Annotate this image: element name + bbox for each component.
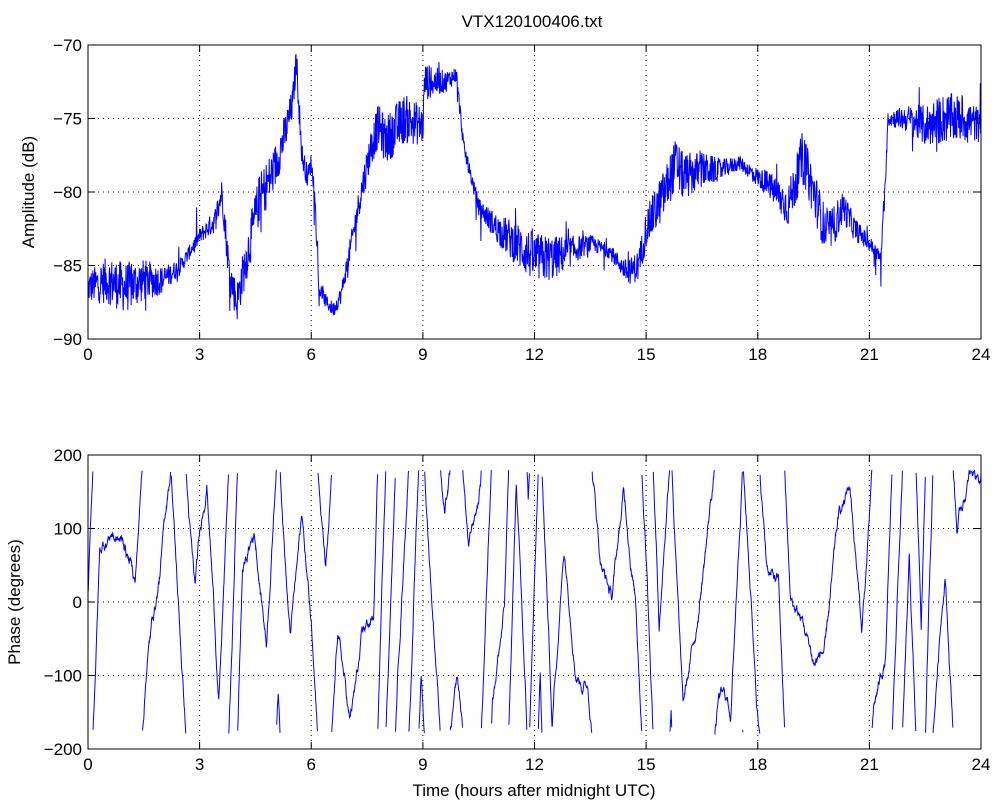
phase-x-tick-label: 9 xyxy=(418,755,427,774)
amplitude-y-tick-label: −80 xyxy=(53,183,82,202)
amplitude-y-axis-label: Amplitude (dB) xyxy=(19,136,38,248)
amplitude-x-tick-label: 12 xyxy=(525,345,544,364)
phase-x-tick-label: 3 xyxy=(195,755,204,774)
phase-x-tick-label: 21 xyxy=(860,755,879,774)
amplitude-series xyxy=(87,54,982,320)
amplitude-grid xyxy=(88,45,981,339)
amplitude-x-tick-label: 0 xyxy=(83,345,92,364)
amplitude-y-tick-label: −75 xyxy=(53,110,82,129)
amplitude-x-tick-label: 3 xyxy=(195,345,204,364)
phase-plot-area xyxy=(88,455,981,749)
phase-y-tick-label: 200 xyxy=(54,446,82,465)
phase-x-tick-label: 0 xyxy=(83,755,92,774)
phase-ticks: 0 3 6 9 12 15 18 21 24 −200 −100 0 100 200 xyxy=(44,446,991,774)
phase-y-tick-label: −200 xyxy=(44,740,82,759)
amplitude-series-line xyxy=(87,54,982,320)
amplitude-x-tick-label: 18 xyxy=(748,345,767,364)
amplitude-y-tick-label: −85 xyxy=(53,257,82,276)
figure-title: VTX120100406.txt xyxy=(462,12,603,31)
phase-x-tick-label: 24 xyxy=(972,755,991,774)
amplitude-x-tick-label: 21 xyxy=(860,345,879,364)
phase-x-tick-label: 6 xyxy=(307,755,316,774)
phase-y-axis-label: Phase (degrees) xyxy=(5,539,24,665)
phase-x-tick-label: 15 xyxy=(637,755,656,774)
phase-plot: 0 3 6 9 12 15 18 21 24 −200 −100 0 100 200 Phase (deg… xyxy=(5,446,990,800)
amplitude-y-tick-label: −90 xyxy=(53,330,82,349)
phase-x-tick-label: 12 xyxy=(525,755,544,774)
phase-series-line xyxy=(87,469,982,736)
amplitude-x-tick-label: 9 xyxy=(418,345,427,364)
phase-x-tick-label: 18 xyxy=(748,755,767,774)
phase-y-tick-label: 100 xyxy=(54,520,82,539)
amplitude-x-tick-label: 15 xyxy=(637,345,656,364)
amplitude-y-tick-label: −70 xyxy=(53,36,82,55)
amplitude-x-tick-label: 24 xyxy=(972,345,991,364)
phase-x-axis-label: Time (hours after midnight UTC) xyxy=(412,781,655,800)
amplitude-ticks: 0 3 6 9 12 15 18 21 24 −90 −85 −80 −75 −70 xyxy=(53,36,990,364)
amplitude-x-tick-label: 6 xyxy=(307,345,316,364)
phase-y-tick-label: −100 xyxy=(44,667,82,686)
amplitude-plot: 0 3 6 9 12 15 18 21 24 −90 −85 −80 −75 −70 Amplitude … xyxy=(19,36,990,364)
phase-series xyxy=(87,469,982,736)
phase-y-tick-label: 0 xyxy=(73,593,82,612)
